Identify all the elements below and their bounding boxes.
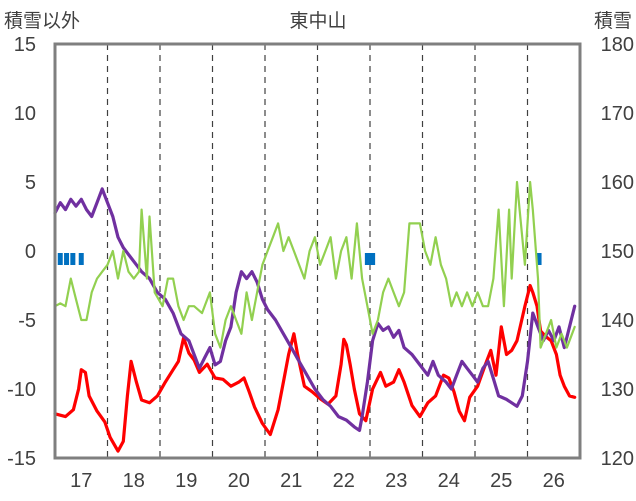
x-tick-label: 23	[385, 470, 407, 492]
blue-marker-bar	[70, 253, 76, 265]
tick-labels: 15 10 5 0 -5 -10 -15 180 170 160 150 140 130 120 17 18 1…	[7, 34, 634, 492]
right-axis-label: 積雪	[594, 10, 632, 32]
y-right-tick-label: 140	[601, 310, 634, 332]
plot-frame	[53, 42, 582, 460]
chart-title: 東中山	[289, 10, 346, 32]
y-left-tick-label: 15	[14, 34, 36, 56]
blue-marker-bars	[57, 253, 542, 265]
x-tick-label: 22	[333, 470, 355, 492]
y-right-tick-label: 150	[601, 241, 634, 263]
series-line-red	[53, 283, 577, 453]
x-tick-label: 24	[438, 470, 460, 492]
x-tick-label: 25	[490, 470, 512, 492]
x-tick-label: 20	[228, 470, 250, 492]
blue-marker-bar	[364, 253, 370, 265]
y-left-tick-label: 5	[25, 172, 36, 194]
y-left-tick-label: 10	[14, 103, 36, 125]
blue-marker-bar	[57, 253, 63, 265]
y-right-tick-label: 120	[601, 448, 634, 470]
blue-marker-bar	[78, 253, 84, 265]
blue-marker-bar	[64, 253, 70, 265]
y-left-tick-label: 0	[25, 241, 36, 263]
y-right-tick-label: 130	[601, 379, 634, 401]
x-tick-label: 26	[543, 470, 565, 492]
y-left-tick-label: -15	[7, 448, 36, 470]
left-axis-label: 積雪以外	[4, 10, 80, 32]
x-tick-label: 21	[280, 470, 302, 492]
y-left-tick-label: -10	[7, 379, 36, 401]
y-right-tick-label: 170	[601, 103, 634, 125]
y-right-tick-label: 160	[601, 172, 634, 194]
series-lines	[53, 180, 577, 453]
x-tick-label: 19	[175, 470, 197, 492]
blue-marker-bar	[536, 253, 542, 265]
blue-marker-bar	[367, 253, 373, 265]
y-right-tick-label: 180	[601, 34, 634, 56]
x-tick-label: 18	[123, 470, 145, 492]
x-tick-label: 17	[70, 470, 92, 492]
series-line-green	[53, 180, 576, 349]
y-left-tick-label: -5	[18, 310, 36, 332]
blue-marker-bar	[370, 253, 376, 265]
series-line-purple	[53, 187, 577, 432]
